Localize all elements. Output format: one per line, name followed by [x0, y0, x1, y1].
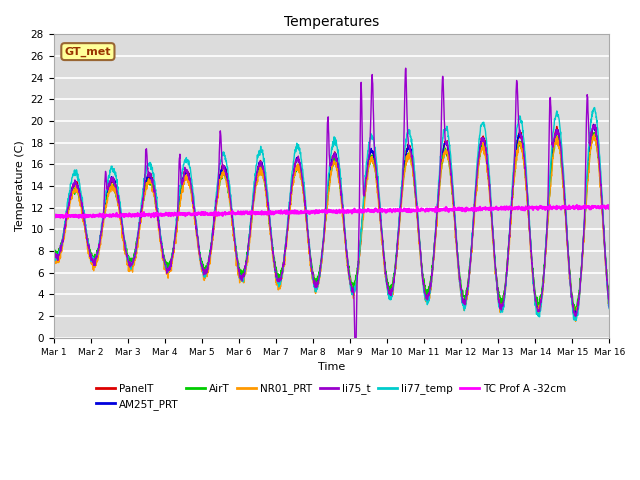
li75_t	[493, 287, 501, 293]
TC Prof A -32cm	[573, 202, 580, 208]
li77_temp	[205, 260, 212, 265]
Y-axis label: Temperature (C): Temperature (C)	[15, 141, 25, 231]
Text: GT_met: GT_met	[65, 47, 111, 57]
TC Prof A -32cm	[493, 206, 501, 212]
TC Prof A -32cm	[572, 203, 580, 209]
li75_t	[557, 143, 564, 148]
AirT	[605, 298, 613, 303]
li77_temp	[591, 105, 598, 110]
AirT	[590, 130, 598, 135]
AM25T_PRT	[556, 140, 564, 146]
NR01_PRT	[605, 299, 613, 305]
TC Prof A -32cm	[50, 215, 58, 220]
NR01_PRT	[205, 267, 212, 273]
TC Prof A -32cm	[205, 211, 212, 217]
PanelT	[493, 282, 500, 288]
NR01_PRT	[572, 314, 580, 320]
Line: AM25T_PRT: AM25T_PRT	[54, 124, 609, 314]
X-axis label: Time: Time	[318, 362, 345, 372]
li75_t	[50, 248, 58, 253]
AM25T_PRT	[605, 300, 613, 305]
Line: li77_temp: li77_temp	[54, 108, 609, 321]
AirT	[572, 307, 579, 313]
NR01_PRT	[591, 131, 598, 137]
li75_t	[360, 192, 367, 198]
Line: NR01_PRT: NR01_PRT	[54, 134, 609, 321]
TC Prof A -32cm	[605, 205, 613, 211]
AirT	[348, 280, 355, 286]
PanelT	[360, 206, 367, 212]
li77_temp	[493, 280, 500, 286]
li75_t	[205, 262, 212, 268]
TC Prof A -32cm	[50, 216, 58, 221]
li75_t	[605, 304, 613, 310]
AM25T_PRT	[590, 121, 598, 127]
AirT	[360, 209, 367, 215]
NR01_PRT	[50, 257, 58, 263]
PanelT	[348, 283, 355, 288]
li75_t	[572, 312, 580, 318]
NR01_PRT	[348, 284, 355, 290]
li77_temp	[572, 318, 580, 324]
NR01_PRT	[572, 318, 579, 324]
Line: TC Prof A -32cm: TC Prof A -32cm	[54, 205, 609, 218]
AM25T_PRT	[493, 280, 500, 286]
Title: Temperatures: Temperatures	[284, 15, 379, 29]
li77_temp	[50, 248, 58, 253]
TC Prof A -32cm	[557, 205, 564, 211]
TC Prof A -32cm	[348, 208, 355, 214]
li77_temp	[572, 316, 579, 322]
li77_temp	[348, 286, 355, 291]
PanelT	[605, 303, 613, 309]
li75_t	[402, 65, 410, 71]
li77_temp	[556, 126, 564, 132]
AirT	[556, 146, 564, 152]
NR01_PRT	[360, 215, 367, 220]
TC Prof A -32cm	[360, 208, 367, 214]
AirT	[493, 276, 500, 282]
NR01_PRT	[493, 283, 500, 288]
Line: AirT: AirT	[54, 132, 609, 310]
AirT	[50, 244, 58, 250]
li75_t	[351, 361, 359, 367]
AM25T_PRT	[360, 204, 367, 210]
Line: PanelT: PanelT	[54, 125, 609, 316]
AM25T_PRT	[50, 249, 58, 254]
li77_temp	[360, 196, 367, 202]
li77_temp	[605, 306, 613, 312]
AM25T_PRT	[205, 261, 212, 266]
AirT	[572, 307, 580, 312]
AM25T_PRT	[572, 311, 579, 317]
AM25T_PRT	[572, 312, 580, 317]
PanelT	[205, 262, 212, 268]
Legend: PanelT, AM25T_PRT, AirT, NR01_PRT, li75_t, li77_temp, TC Prof A -32cm: PanelT, AM25T_PRT, AirT, NR01_PRT, li75_…	[92, 379, 571, 414]
Line: li75_t: li75_t	[54, 68, 609, 364]
NR01_PRT	[556, 151, 564, 156]
PanelT	[50, 249, 58, 255]
PanelT	[589, 122, 597, 128]
AM25T_PRT	[348, 281, 355, 287]
PanelT	[573, 313, 580, 319]
PanelT	[572, 312, 579, 318]
PanelT	[556, 140, 564, 145]
AirT	[205, 257, 212, 263]
li75_t	[348, 282, 355, 288]
